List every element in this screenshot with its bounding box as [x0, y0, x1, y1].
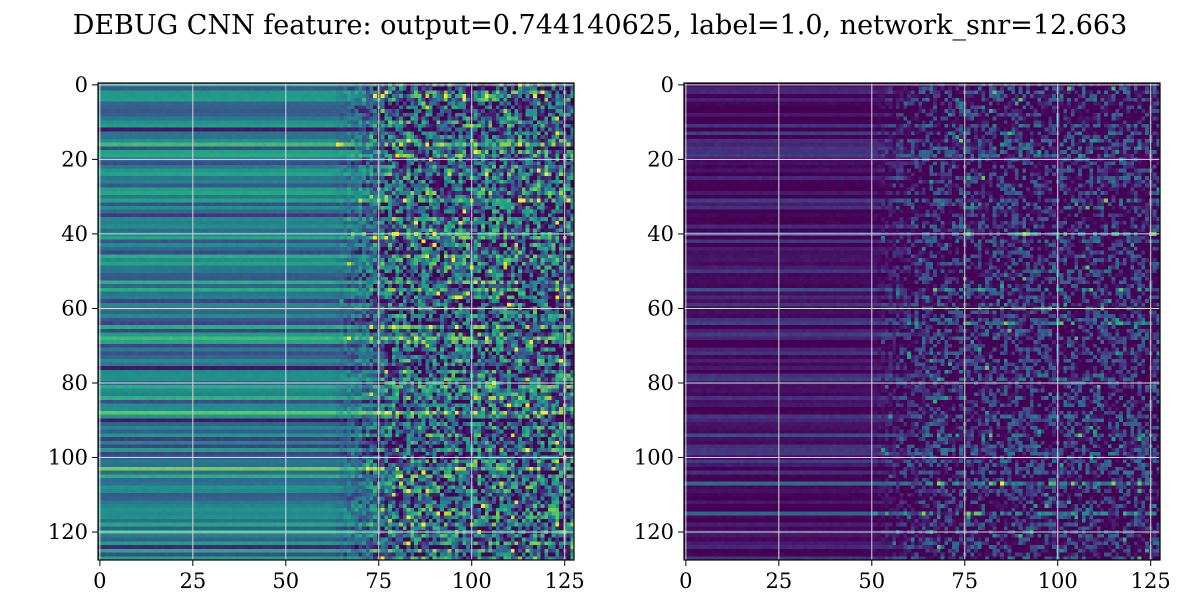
y-tick-label: 80	[61, 371, 88, 395]
y-tick-label: 100	[634, 446, 674, 470]
x-tick-label: 75	[365, 569, 392, 593]
y-tick-label: 0	[75, 73, 88, 97]
axes-frame	[97, 82, 575, 561]
heatmap-cells	[684, 83, 1160, 560]
x-tick-label: 100	[452, 569, 492, 593]
heatmap-panel-right: 0 25 50 75 100 125 0 20 40 60 80 100 120	[634, 73, 1171, 593]
y-tick-label: 120	[48, 520, 88, 544]
y-tick-label: 100	[48, 446, 88, 470]
x-tick-label: 50	[272, 569, 299, 593]
y-tick-label: 20	[647, 147, 674, 171]
x-tick-label: 0	[93, 569, 106, 593]
heatmap-cells	[98, 83, 574, 560]
y-tick-label: 120	[634, 520, 674, 544]
axes-frame	[683, 82, 1161, 561]
y-tick-label: 80	[647, 371, 674, 395]
heatmap-panel-left: 0 25 50 75 100 125 0 20 40 60 80 100 120	[48, 73, 585, 593]
x-tick-label: 0	[679, 569, 692, 593]
y-tick-label: 60	[61, 296, 88, 320]
x-tick-label: 125	[545, 569, 585, 593]
x-tick-label: 50	[858, 569, 885, 593]
x-tick-label: 75	[951, 569, 978, 593]
y-tick-label: 40	[647, 222, 674, 246]
x-tick-label: 25	[179, 569, 206, 593]
y-tick-label: 40	[61, 222, 88, 246]
x-tick-label: 125	[1131, 569, 1171, 593]
y-tick-label: 60	[647, 296, 674, 320]
x-tick-label: 100	[1038, 569, 1078, 593]
figure-title: DEBUG CNN feature: output=0.744140625, l…	[73, 10, 1128, 41]
x-tick-label: 25	[765, 569, 792, 593]
y-tick-label: 20	[61, 147, 88, 171]
y-tick-label: 0	[661, 73, 674, 97]
